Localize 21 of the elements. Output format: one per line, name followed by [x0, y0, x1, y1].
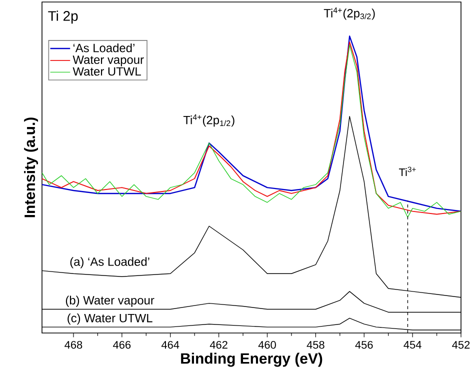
x-tick-label: 458 [306, 340, 324, 349]
x-tick-label: 454 [404, 340, 422, 349]
x-tick-label: 462 [210, 340, 228, 349]
legend-label: Water vapour [72, 56, 144, 66]
annotation: (c) Water UTWL [68, 314, 152, 325]
x-tick-label: 464 [161, 340, 180, 349]
x-tick-label: 456 [355, 340, 373, 349]
annotation: (b) Water vapour [66, 296, 154, 307]
legend-label: Water UTWL [72, 67, 141, 76]
x-tick-label: 452 [452, 340, 470, 349]
x-tick-label: 460 [258, 340, 276, 349]
x-tick-label: 468 [64, 340, 82, 349]
text: Ti 2p [48, 10, 78, 24]
y-axis-title: Intensity (a.u.) [24, 118, 38, 218]
annotation: (a) ‘As Loaded’ [70, 257, 150, 268]
legend-label: ‘As Loaded’ [73, 43, 134, 52]
ref-line-label: Ti$^{3+}$ [398, 166, 416, 176]
annotation: Ti$^{4+}$(2p$_{3/2}$) [324, 7, 375, 20]
x-axis-title: Binding Energy (eV) [181, 352, 322, 367]
x-tick-label: 466 [113, 340, 131, 349]
annotation: Ti$^{4+}$(2p$_{1/2}$) [183, 114, 234, 127]
